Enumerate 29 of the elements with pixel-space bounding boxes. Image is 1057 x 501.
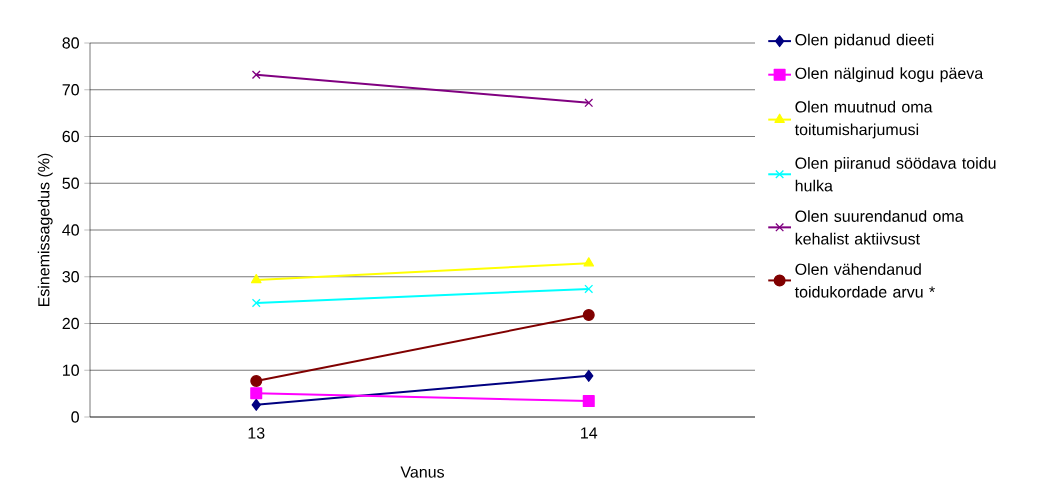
legend-label: Olen pidanud dieeti [795,33,934,49]
legend-label: Olen suurendanud oma kehalist aktiivsust [795,210,964,245]
point [250,387,263,400]
y-tick-label: 60 [62,130,79,143]
legend-label: Olen vähendanud toidukordade arvu * [794,263,935,298]
y-tick-label: 50 [62,177,79,189]
point [250,375,263,388]
point [584,369,594,382]
y-tick-label: 30 [62,271,79,283]
point [251,398,261,411]
point [582,395,595,408]
point [251,298,261,308]
y-axis-title: Esinemissagedus (%) [37,153,53,307]
x-tick-label: 14 [581,427,598,439]
legend-label: Olen nälginud kogu päeva [795,67,984,83]
legend-label: Olen piiranud söödava toidu hulka [795,157,996,192]
y-tick-label: 10 [63,364,79,376]
y-tick-label: 0 [71,411,79,423]
y-tick-label: 70 [62,84,79,96]
x-axis-title: Vanus [400,466,445,478]
point [584,284,594,294]
point [251,70,261,80]
legend-label: Olen muutnud oma toitumisharjumusi [794,100,933,139]
x-tick-label: 13 [248,427,265,439]
point [582,309,595,322]
y-tick-label: 20 [62,317,79,330]
y-tick-label: 40 [62,224,79,236]
point [584,98,594,108]
y-tick-label: 80 [62,37,79,49]
